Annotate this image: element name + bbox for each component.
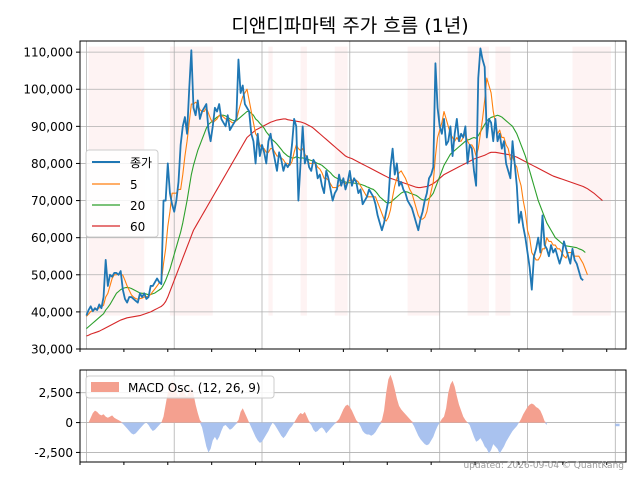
macd-negative-area (88, 422, 547, 454)
macd-legend: MACD Osc. (12, 26, 9) (85, 375, 275, 399)
series-line-ma20 (86, 110, 586, 330)
signal-bands (88, 46, 612, 316)
legend-close-label: 종가 (130, 156, 152, 170)
legend-ma20-label: 20 (130, 199, 145, 213)
signal-band (169, 46, 213, 316)
macd-y-tick-label: -2,500 (34, 446, 73, 460)
macd-x-axis (79, 462, 608, 465)
legend-ma60-label: 60 (130, 220, 145, 234)
macd-legend-swatch (91, 382, 119, 392)
macd-y-tick-label: 0 (65, 416, 73, 430)
footer-credit: updated: 2026-09-04 © QuantKang (463, 461, 624, 471)
signal-band (268, 46, 273, 316)
price-series (85, 47, 603, 337)
macd-series (88, 374, 620, 454)
y-tick-label: 50,000 (31, 268, 73, 282)
macd-legend-label: MACD Osc. (12, 26, 9) (128, 381, 261, 395)
y-tick-label: 110,000 (23, 46, 73, 60)
series-line-close (85, 47, 584, 316)
legend-box (85, 149, 159, 238)
y-tick-label: 70,000 (31, 194, 73, 208)
macd-y-tick-label: 2,500 (39, 386, 73, 400)
signal-band (495, 46, 511, 316)
y-tick-label: 30,000 (31, 343, 73, 357)
y-tick-label: 40,000 (31, 305, 73, 319)
price-legend: 종가 5 20 60 (85, 149, 159, 238)
y-tick-label: 100,000 (23, 83, 73, 97)
price-grid (80, 41, 626, 350)
macd-legend-box (85, 375, 275, 399)
y-tick-label: 60,000 (31, 231, 73, 245)
signal-band (300, 46, 307, 316)
price-y-axis: 30,000 40,000 50,000 60,000 70,000 80,000 90,0… (23, 46, 80, 357)
macd-y-axis: -2,500 0 2,500 (34, 386, 80, 460)
signal-band (572, 46, 612, 316)
chart-title: 디앤디파마텍 주가 흐름 (1년) (231, 15, 468, 37)
macd-panel-frame (79, 369, 627, 463)
price-x-axis (79, 349, 608, 352)
y-tick-label: 80,000 (31, 157, 73, 171)
macd-positive-area (88, 374, 547, 423)
y-tick-label: 90,000 (31, 120, 73, 134)
series-line-ma60 (86, 118, 603, 337)
legend-ma5-label: 5 (130, 178, 138, 192)
price-panel-frame (79, 40, 627, 350)
